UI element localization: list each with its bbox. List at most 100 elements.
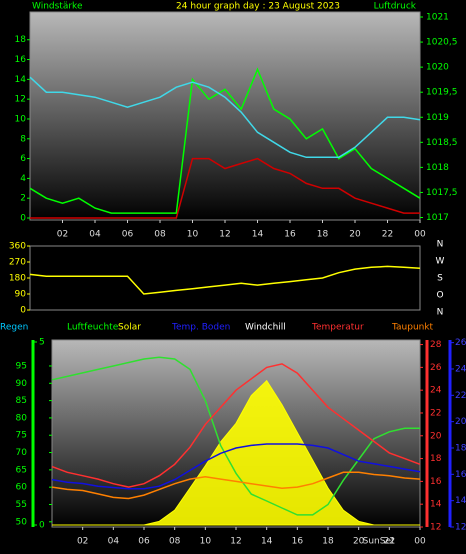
y2-tick-label: 12 xyxy=(430,523,441,533)
y-tick-label: 360 xyxy=(9,242,26,252)
x-tick-label: 20 xyxy=(349,230,361,240)
legend-entry: Solar xyxy=(118,323,141,333)
solar-area xyxy=(52,379,420,526)
y2-tick-label: 1021 xyxy=(426,13,449,23)
y3-tick-label: 26 xyxy=(455,338,466,348)
x-tick-label: 22 xyxy=(382,230,393,240)
y-tick-label: 65 xyxy=(16,465,27,475)
y3-tick-label: 20 xyxy=(455,417,466,427)
y3-tick-label: 24 xyxy=(455,364,466,374)
x-tick-label: 10 xyxy=(200,537,212,547)
y2-tick-label: 1018 xyxy=(426,163,449,173)
x-tick-label: 02 xyxy=(77,537,88,547)
data-line xyxy=(51,356,420,516)
y2-tick-label: 20 xyxy=(430,431,442,441)
y-tick-label: 75 xyxy=(16,431,27,441)
y-tick-label: 18 xyxy=(15,35,27,45)
x-tick-label: 04 xyxy=(108,537,120,547)
y2-tick-label: 1018,5 xyxy=(426,138,458,148)
y2-tick-label: 16 xyxy=(430,477,442,487)
y-tick-label: 90 xyxy=(15,290,27,300)
y2-tick-label: 1017 xyxy=(426,213,449,223)
annotation: SunSet xyxy=(363,537,395,547)
y-tick-label: 14 xyxy=(15,75,27,85)
y-tick-label: 10 xyxy=(15,114,27,124)
data-line xyxy=(51,443,421,490)
y-tick-label: 2 xyxy=(20,194,26,204)
legend-entry: Temp. Boden xyxy=(171,323,230,333)
y3-tick-label: 18 xyxy=(455,443,466,453)
x-tick-label: 14 xyxy=(252,230,264,240)
y-tick-label: 6 xyxy=(20,154,26,164)
compass-label: N xyxy=(437,240,444,250)
y2-tick-label: 1019 xyxy=(426,113,449,123)
x-tick-label: 08 xyxy=(154,230,166,240)
y2-tick-label: 26 xyxy=(430,363,442,373)
y2-tick-label: 1020 xyxy=(426,63,449,73)
y-tick-label: 95 xyxy=(16,361,27,371)
x-tick-label: 06 xyxy=(122,230,134,240)
y2-tick-label: 28 xyxy=(430,340,442,350)
y2-tick-label: 1019,5 xyxy=(426,88,458,98)
y2-tick-label: 1017,5 xyxy=(426,188,458,198)
x-tick-label: 10 xyxy=(187,230,199,240)
y2-tick-label: 22 xyxy=(430,408,441,418)
x-tick-label: 06 xyxy=(138,537,150,547)
y-tick-label: 90 xyxy=(16,379,28,389)
legend-entry: Windchill xyxy=(245,323,286,333)
x-tick-label: 04 xyxy=(89,230,101,240)
y3-tick-label: 14 xyxy=(455,496,466,506)
x-tick-label: 22 xyxy=(384,537,395,547)
y-tick-label: 12 xyxy=(15,95,26,105)
data-line xyxy=(29,67,421,214)
y2-tick-label: 14 xyxy=(430,500,442,510)
y2-tick-label: 18 xyxy=(430,454,442,464)
y-tick-label: 55 xyxy=(16,500,27,510)
x-tick-label: 12 xyxy=(230,537,241,547)
x-tick-label: 18 xyxy=(322,537,334,547)
legend-entry: Taupunkt xyxy=(391,323,434,333)
x-tick-label: 02 xyxy=(57,230,68,240)
plot-area xyxy=(29,11,421,221)
y-tick-label: 180 xyxy=(9,274,26,284)
y-tick-label: 50 xyxy=(16,517,28,527)
data-line xyxy=(51,363,421,488)
y-tick-label: 70 xyxy=(16,448,28,458)
data-line xyxy=(51,471,421,500)
x-tick-label: 16 xyxy=(292,537,304,547)
y-tick-label: 4 xyxy=(20,174,26,184)
y-tick-label: 60 xyxy=(16,483,28,493)
x-tick-label: 18 xyxy=(317,230,329,240)
x-tick-label: 08 xyxy=(169,537,181,547)
rain-tick-label: 5 xyxy=(39,338,45,348)
y2-axis-title: Luftdruck xyxy=(374,2,417,12)
y-tick-label: 0 xyxy=(20,214,26,224)
y3-tick-label: 22 xyxy=(455,391,466,401)
legend-entry: Temperatur xyxy=(311,323,364,333)
y3-tick-label: 12 xyxy=(455,523,466,533)
x-tick-label: 00 xyxy=(414,230,426,240)
data-line xyxy=(30,157,420,219)
compass-label: O xyxy=(436,291,443,301)
chart-title: 24 hour graph day : 23 August 2023 xyxy=(176,2,340,12)
legend-entry: Regen xyxy=(0,323,28,333)
plot-area xyxy=(29,245,421,311)
compass-label: S xyxy=(437,274,443,284)
y-tick-label: 8 xyxy=(20,134,26,144)
x-tick-label: 14 xyxy=(261,537,273,547)
rain-tick-label: 0 xyxy=(39,521,45,531)
y-tick-label: 80 xyxy=(16,413,28,423)
y3-tick-label: 16 xyxy=(455,470,466,480)
x-tick-label: 12 xyxy=(219,230,230,240)
y-tick-label: 85 xyxy=(16,396,27,406)
compass-label: W xyxy=(436,257,445,267)
y-tick-label: 270 xyxy=(9,258,26,268)
y2-tick-label: 1020,5 xyxy=(426,38,458,48)
compass-label: N xyxy=(437,308,444,318)
x-tick-label: 20 xyxy=(353,537,365,547)
y-tick-label: 16 xyxy=(15,55,27,65)
legend-entry: Luftfeuchte xyxy=(67,323,119,333)
y-tick-label: 0 xyxy=(20,306,26,316)
data-line xyxy=(29,76,421,159)
